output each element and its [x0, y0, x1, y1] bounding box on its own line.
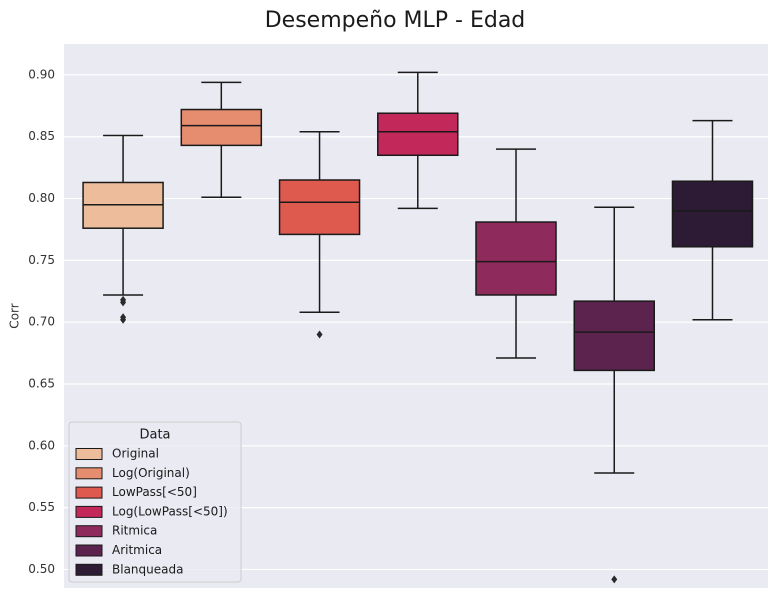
outlier-point	[120, 298, 127, 307]
box-original	[82, 134, 164, 324]
box-iqr	[475, 221, 557, 296]
box-log-original-	[180, 81, 263, 199]
legend-label: LowPass[<50]	[112, 485, 197, 499]
legend-frame	[68, 421, 242, 583]
legend-label: Original	[112, 447, 159, 461]
legend-swatch	[75, 505, 103, 518]
y-tick-label: 0.60	[28, 438, 55, 452]
y-tick-label: 0.90	[28, 67, 55, 81]
y-axis-label: Corr	[8, 303, 22, 328]
y-tick-label: 0.80	[28, 191, 55, 205]
outlier-point	[120, 315, 127, 324]
box-iqr	[377, 112, 459, 157]
y-tick-label: 0.50	[28, 562, 55, 576]
boxplots	[82, 71, 754, 584]
y-tick-label: 0.75	[28, 253, 55, 267]
legend-label: Log(Original)	[112, 466, 190, 480]
legend-swatch	[75, 486, 103, 499]
box-iqr	[671, 180, 754, 248]
box-blanqueada	[671, 119, 754, 321]
legend-label: Log(LowPass[<50])	[112, 504, 228, 518]
legend-items: Original Log(Original) LowPass[<50] Log(Low…	[75, 447, 228, 576]
y-tick-label: 0.70	[28, 315, 55, 329]
outlier-point	[611, 575, 618, 584]
box-iqr	[573, 300, 656, 372]
legend-label: Blanqueada	[112, 562, 183, 576]
outlier-point	[316, 330, 323, 339]
legend: Data Original Log(Original) LowPass[<50] Lo…	[68, 421, 242, 583]
chart-title: Desempeño MLP - Edad	[265, 8, 526, 33]
legend-title: Data	[139, 428, 170, 443]
y-axis-ticks: 0.50 0.55 0.60 0.65 0.70 0.75 0.80 0.85 0.90	[28, 67, 55, 576]
box-ritmica	[475, 148, 557, 359]
legend-swatch	[75, 525, 103, 538]
box-log-lowpass-50-	[377, 71, 459, 210]
legend-label: Aritmica	[112, 543, 162, 557]
legend-swatch	[75, 544, 103, 557]
box-aritmica	[573, 206, 656, 584]
legend-label: Ritmica	[112, 524, 157, 538]
legend-swatch	[75, 563, 103, 576]
box-lowpass-50-	[278, 131, 361, 339]
y-tick-label: 0.65	[28, 377, 55, 391]
y-tick-label: 0.55	[28, 500, 55, 514]
box-iqr	[278, 179, 361, 236]
box-iqr	[180, 108, 263, 147]
legend-swatch	[75, 448, 103, 460]
y-tick-label: 0.85	[28, 129, 55, 143]
legend-swatch	[75, 467, 103, 480]
